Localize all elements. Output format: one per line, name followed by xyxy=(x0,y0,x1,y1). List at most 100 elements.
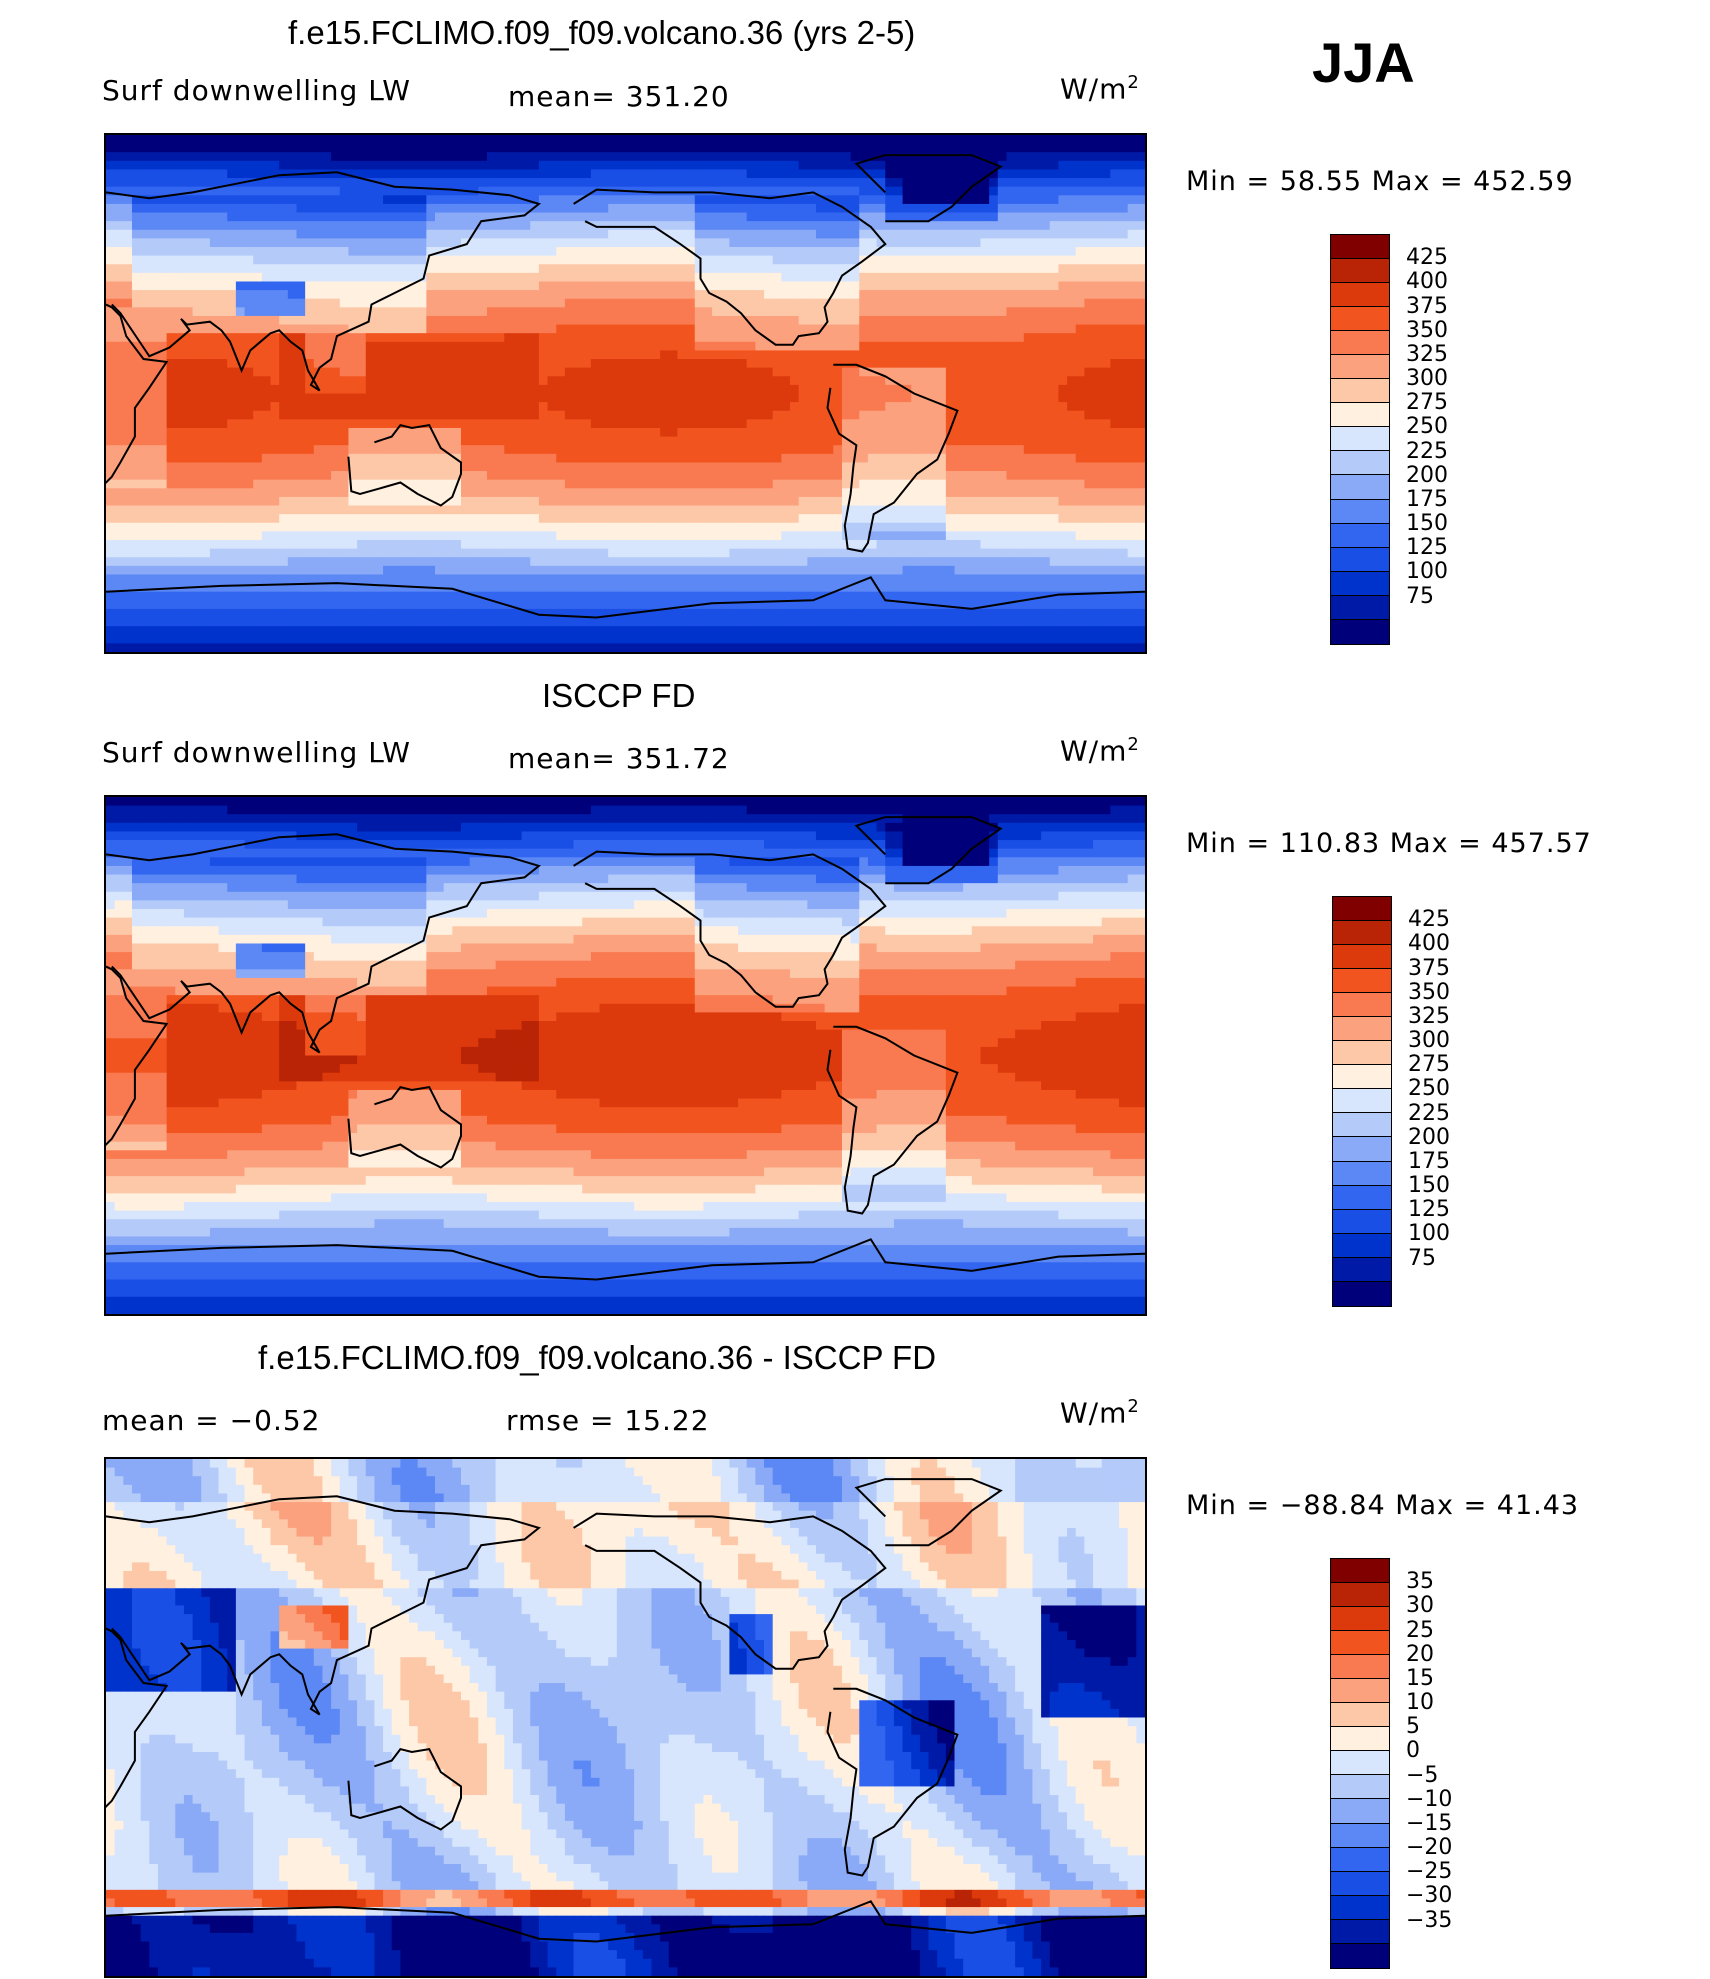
colorbar-label: 325 xyxy=(1406,342,1448,367)
coastline xyxy=(573,1512,887,1670)
colorbar-swatch xyxy=(1333,945,1391,970)
colorbar-swatch xyxy=(1331,1847,1389,1872)
colorbar-label: 75 xyxy=(1406,584,1434,609)
coastline xyxy=(106,833,542,1054)
colorbar-swatch xyxy=(1333,1041,1391,1066)
panel-3-mean-label: mean = −0.52 xyxy=(102,1404,320,1437)
colorbar-label: 250 xyxy=(1406,414,1448,439)
colorbar-label: 35 xyxy=(1406,1569,1434,1594)
coastline xyxy=(106,1238,1145,1281)
panel-1-variable-label: Surf downwelling LW xyxy=(102,74,411,107)
coastline xyxy=(826,1025,959,1215)
colorbar-label: 200 xyxy=(1406,463,1448,488)
colorbar-swatch xyxy=(1333,1185,1391,1210)
colorbar-swatch xyxy=(1331,1919,1389,1944)
colorbar-label: 30 xyxy=(1406,1593,1434,1618)
colorbar-label: −30 xyxy=(1406,1883,1452,1908)
colorbar-label: 0 xyxy=(1406,1738,1420,1763)
colorbar-swatch xyxy=(1333,1257,1391,1282)
colorbar-label: 175 xyxy=(1408,1149,1450,1174)
coastline xyxy=(347,1085,462,1169)
colorbar-label: −35 xyxy=(1406,1908,1452,1933)
panel-3-colorbar-labels: 35 30 25 20 15 10 5 0 −5 −10 −15 −20 −25 −30 −35 xyxy=(1406,1558,1486,1969)
colorbar-label: 250 xyxy=(1408,1076,1450,1101)
panel-1-colorbar xyxy=(1330,234,1390,645)
colorbar-swatch xyxy=(1331,451,1389,476)
colorbar-label: 175 xyxy=(1406,487,1448,512)
colorbar-label: 15 xyxy=(1406,1666,1434,1691)
panel-2-colorbar xyxy=(1332,896,1392,1307)
colorbar-swatch xyxy=(1331,1703,1389,1728)
colorbar-swatch xyxy=(1331,619,1389,644)
colorbar-swatch xyxy=(1333,1113,1391,1138)
colorbar-label: 325 xyxy=(1408,1004,1450,1029)
colorbar-label: 400 xyxy=(1408,931,1450,956)
colorbar-swatch xyxy=(1333,1017,1391,1042)
panel-1-minmax: Min = 58.55 Max = 452.59 xyxy=(1186,166,1574,197)
colorbar-label: 275 xyxy=(1406,390,1448,415)
colorbar-swatch xyxy=(1331,1559,1389,1584)
colorbar-swatch xyxy=(1333,1233,1391,1258)
colorbar-swatch xyxy=(1331,283,1389,308)
colorbar-swatch xyxy=(1331,1871,1389,1896)
colorbar-label: 375 xyxy=(1408,956,1450,981)
colorbar-swatch xyxy=(1331,1631,1389,1656)
map-field xyxy=(106,797,1145,1314)
colorbar-swatch xyxy=(1331,547,1389,572)
coastline xyxy=(826,363,959,553)
colorbar-swatch xyxy=(1331,403,1389,428)
map-field xyxy=(106,135,1145,652)
colorbar-label: 225 xyxy=(1406,439,1448,464)
colorbar-swatch xyxy=(1331,1895,1389,1920)
panel-3-title: f.e15.FCLIMO.f09_f09.volcano.36 - ISCCP … xyxy=(258,1339,936,1377)
colorbar-swatch xyxy=(1333,993,1391,1018)
colorbar-label: −10 xyxy=(1406,1787,1452,1812)
colorbar-swatch xyxy=(1331,259,1389,284)
colorbar-swatch xyxy=(1331,331,1389,356)
colorbar-label: 10 xyxy=(1406,1690,1434,1715)
colorbar-label: 300 xyxy=(1408,1028,1450,1053)
coastline xyxy=(106,1900,1145,1943)
colorbar-label: 5 xyxy=(1406,1714,1420,1739)
coastline xyxy=(347,1747,462,1831)
panel-3-units: W/m2 xyxy=(1060,1396,1140,1429)
colorbar-swatch xyxy=(1331,1751,1389,1776)
panel-3-rmse-label: rmse = 15.22 xyxy=(506,1404,710,1437)
colorbar-label: 20 xyxy=(1406,1642,1434,1667)
coastline xyxy=(106,576,1145,619)
colorbar-swatch xyxy=(1331,595,1389,620)
colorbar-swatch xyxy=(1331,475,1389,500)
colorbar-swatch xyxy=(1331,571,1389,596)
colorbar-label: −5 xyxy=(1406,1763,1438,1788)
colorbar-swatch xyxy=(1333,1161,1391,1186)
colorbar-swatch xyxy=(1333,969,1391,994)
season-label: JJA xyxy=(1312,30,1415,95)
coastline xyxy=(854,154,1003,223)
colorbar-swatch xyxy=(1331,1655,1389,1680)
colorbar-label: −15 xyxy=(1406,1811,1452,1836)
panel-2-map xyxy=(104,795,1147,1316)
coastline xyxy=(106,171,542,392)
panel-1-colorbar-labels: 425 400 375 350 325 300 275 250 225 200 175 150 125 1… xyxy=(1406,234,1486,645)
colorbar-label: −25 xyxy=(1406,1859,1452,1884)
coastline xyxy=(826,1687,959,1877)
colorbar-label: 425 xyxy=(1406,245,1448,270)
colorbar-swatch xyxy=(1333,1137,1391,1162)
coastline xyxy=(106,1495,542,1716)
panel-2-variable-label: Surf downwelling LW xyxy=(102,736,411,769)
coastline xyxy=(106,1627,169,1808)
colorbar-swatch xyxy=(1331,379,1389,404)
panel-3-minmax: Min = −88.84 Max = 41.43 xyxy=(1186,1490,1579,1521)
colorbar-swatch xyxy=(1331,1607,1389,1632)
colorbar-swatch xyxy=(1333,1209,1391,1234)
panel-2-title: ISCCP FD xyxy=(542,677,695,715)
colorbar-label: 150 xyxy=(1406,511,1448,536)
colorbar-swatch xyxy=(1331,1943,1389,1968)
panel-1-mean-label: mean= 351.20 xyxy=(508,80,730,113)
coastline xyxy=(573,850,887,1008)
panel-2-mean-label: mean= 351.72 xyxy=(508,742,730,775)
colorbar-swatch xyxy=(1331,1775,1389,1800)
colorbar-label: 100 xyxy=(1408,1221,1450,1246)
colorbar-swatch xyxy=(1331,307,1389,332)
panel-3-map xyxy=(104,1457,1147,1978)
